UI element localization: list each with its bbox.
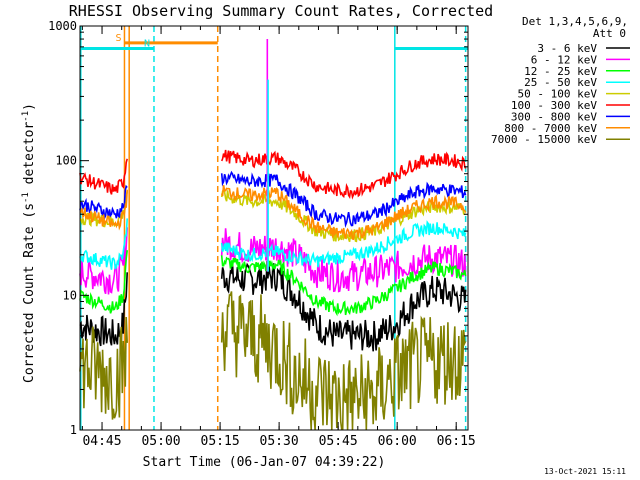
series-line-1-seg2: [220, 261, 467, 352]
series-line-2-seg2: [220, 228, 467, 293]
x-tick-label: 05:30: [260, 434, 299, 449]
mode-bar-label-s: S: [115, 33, 121, 44]
x-tick-label: 04:45: [82, 434, 121, 449]
series-line-9-seg1: [79, 316, 128, 420]
legend-header-line-2: Att 0: [593, 27, 626, 40]
series-lines: [79, 39, 467, 431]
series-line-4-seg2: [220, 220, 467, 268]
y-tick-label: 1: [70, 423, 77, 437]
series-line-7-seg2: [220, 170, 467, 229]
legend-label-1: 3 - 6 keV: [537, 42, 597, 55]
legend-label-7: 300 - 800 keV: [511, 110, 597, 123]
y-axis-label: Corrected Count Rate (s-1 detector-1): [21, 103, 37, 383]
legend-label-5: 50 - 100 keV: [518, 88, 598, 101]
series-line-2-seg1: [79, 227, 128, 295]
series-line-6-seg2: [220, 149, 467, 200]
legend-label-6: 100 - 300 keV: [511, 99, 597, 112]
x-tick-label: 06:00: [378, 434, 417, 449]
legend-label-3: 12 - 25 keV: [524, 65, 597, 78]
axes: 1 10 100 1000 04:45 05:00 05:15 05:30 05:45 06:00…: [48, 19, 476, 449]
x-tick-label: 05:15: [201, 434, 240, 449]
mode-bars: SN: [80, 33, 468, 51]
series-line-4-seg1: [79, 218, 128, 270]
series-line-1-seg1: [79, 272, 128, 347]
y-tick-label: 100: [55, 154, 77, 168]
series-line-8-seg2: [220, 185, 467, 241]
chart-title: RHESSI Observing Summary Count Rates, Co…: [69, 2, 493, 20]
legend-header-line-1: Det 1,3,4,5,6,9,: [522, 15, 628, 28]
mode-bar-label-n: N: [144, 39, 150, 50]
x-tick-label: 06:15: [437, 434, 476, 449]
plot-frame: [79, 25, 469, 431]
legend-label-2: 6 - 12 keV: [531, 53, 598, 66]
series-line-9-seg2: [220, 291, 467, 431]
series-line-7-seg1: [79, 184, 128, 221]
legend-label-9: 7000 - 15000 keV: [491, 133, 597, 146]
y-tick-label: 10: [63, 288, 77, 302]
x-tick-label: 05:00: [141, 434, 180, 449]
legend-label-4: 25 - 50 keV: [524, 76, 597, 89]
legend-label-8: 800 - 7000 keV: [504, 122, 597, 135]
footer-date: 13-Oct-2021 15:11: [544, 467, 626, 476]
x-tick-label: 05:45: [319, 434, 358, 449]
series-line-6-seg1: [79, 158, 128, 195]
x-axis-label: Start Time (06-Jan-07 04:39:22): [143, 455, 386, 470]
series-line-3-seg2: [220, 255, 467, 317]
series-line-8-seg1: [79, 189, 128, 231]
y-tick-label: 1000: [48, 19, 77, 33]
